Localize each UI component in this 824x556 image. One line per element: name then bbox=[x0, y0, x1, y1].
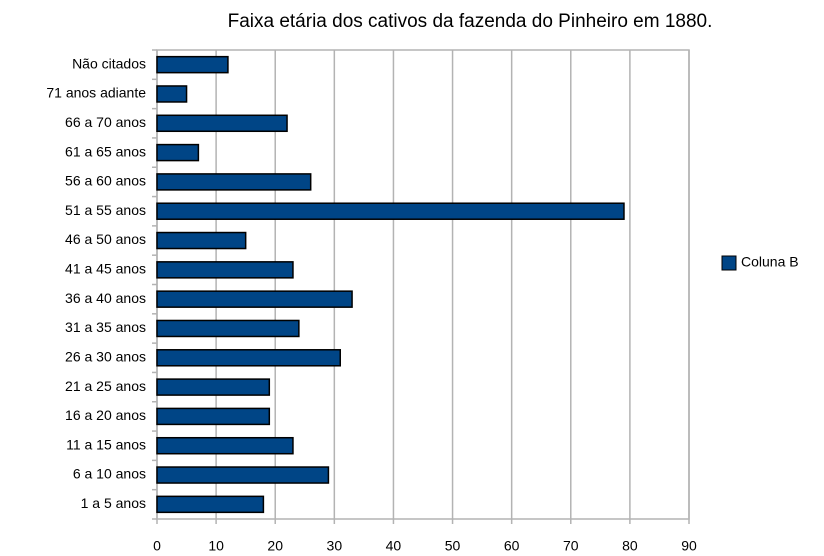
bar bbox=[156, 290, 353, 308]
y-tick-label: 36 a 40 anos bbox=[65, 290, 146, 306]
x-tick-label: 90 bbox=[681, 538, 697, 554]
bar bbox=[156, 466, 330, 484]
x-tick-label: 80 bbox=[622, 538, 638, 554]
y-tick-label: 21 a 25 anos bbox=[65, 378, 146, 394]
y-tick-label: 31 a 35 anos bbox=[65, 319, 146, 335]
y-tick-label: 11 a 15 anos bbox=[66, 436, 146, 452]
bar bbox=[156, 436, 294, 455]
y-tick-label: 56 a 60 anos bbox=[65, 173, 146, 189]
y-tick-label: 16 a 20 anos bbox=[65, 407, 146, 423]
x-tick-label: 10 bbox=[208, 538, 224, 554]
x-tick-label: 60 bbox=[504, 538, 520, 554]
y-tick-label: 46 a 50 anos bbox=[65, 231, 146, 247]
legend-swatch bbox=[721, 255, 737, 271]
y-tick-label: 71 anos adiante bbox=[46, 85, 146, 101]
x-tick-label: 50 bbox=[445, 538, 461, 554]
bar bbox=[156, 378, 271, 396]
chart-title: Faixa etária dos cativos da fazenda do P… bbox=[228, 11, 713, 32]
y-tick-label: 1 a 5 anos bbox=[81, 495, 146, 511]
y-tick-label: 41 a 45 anos bbox=[65, 261, 146, 277]
bar bbox=[156, 85, 188, 103]
x-tick-label: 20 bbox=[267, 538, 283, 554]
bar bbox=[156, 114, 288, 133]
bar bbox=[156, 143, 200, 162]
bar bbox=[156, 202, 625, 220]
y-tick-label: 61 a 65 anos bbox=[65, 143, 146, 159]
y-tick-label: 26 a 30 anos bbox=[65, 348, 146, 364]
y-tick-label: 66 a 70 anos bbox=[65, 114, 146, 130]
bar bbox=[156, 55, 229, 74]
x-tick-label: 40 bbox=[386, 538, 402, 554]
bar bbox=[156, 231, 247, 250]
bar bbox=[156, 407, 271, 426]
bar bbox=[156, 261, 294, 279]
bar bbox=[156, 495, 265, 514]
legend-label: Coluna B bbox=[741, 254, 799, 270]
x-tick-label: 70 bbox=[563, 538, 579, 554]
y-tick-label: 6 a 10 anos bbox=[73, 466, 146, 482]
bar bbox=[156, 349, 341, 367]
bar bbox=[156, 319, 300, 338]
y-tick-label: 51 a 55 anos bbox=[65, 202, 146, 218]
y-tick-label: Não citados bbox=[72, 55, 146, 71]
bar bbox=[156, 173, 312, 191]
x-tick-label: 30 bbox=[327, 538, 343, 554]
x-tick-label: 0 bbox=[153, 538, 161, 554]
